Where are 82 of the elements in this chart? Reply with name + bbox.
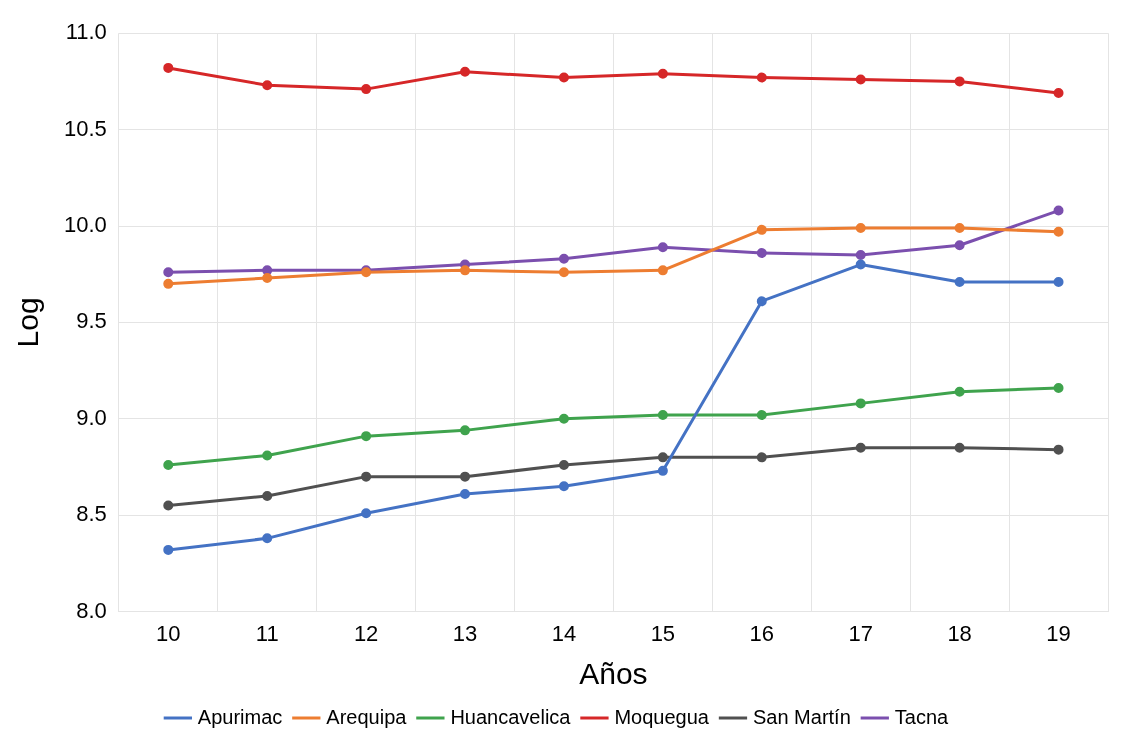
point bbox=[756, 247, 767, 258]
y-tick-label: 8.5 bbox=[76, 501, 107, 527]
point bbox=[460, 265, 471, 276]
y-tick-label: 11.0 bbox=[65, 19, 107, 45]
x-tick-label: 14 bbox=[551, 620, 577, 646]
point bbox=[954, 386, 965, 397]
point bbox=[954, 222, 965, 233]
point bbox=[954, 276, 965, 287]
y-tick-label: 8.0 bbox=[76, 597, 107, 623]
point bbox=[262, 273, 273, 284]
point bbox=[657, 68, 668, 79]
point bbox=[163, 500, 174, 511]
legend-label: Tacna bbox=[894, 705, 950, 728]
point bbox=[1053, 276, 1064, 287]
x-tick-label: 11 bbox=[255, 620, 279, 646]
point bbox=[163, 278, 174, 289]
point bbox=[855, 442, 866, 453]
point bbox=[558, 72, 569, 83]
point bbox=[163, 62, 174, 73]
point bbox=[460, 66, 471, 77]
x-tick-label: 18 bbox=[947, 620, 972, 646]
point bbox=[558, 413, 569, 424]
point bbox=[954, 442, 965, 453]
legend-label: San Martín bbox=[752, 705, 851, 728]
legend-label: Moquegua bbox=[614, 705, 710, 728]
point bbox=[558, 253, 569, 264]
y-tick-label: 9.5 bbox=[76, 308, 107, 334]
point bbox=[855, 398, 866, 409]
point bbox=[558, 481, 569, 492]
point bbox=[954, 240, 965, 251]
point bbox=[954, 76, 965, 87]
point bbox=[262, 533, 273, 544]
y-tick-label: 10.0 bbox=[63, 212, 107, 238]
y-axis-title: Log bbox=[11, 297, 45, 348]
point bbox=[361, 508, 372, 519]
point bbox=[756, 296, 767, 307]
point bbox=[1053, 382, 1064, 393]
x-tick-label: 10 bbox=[156, 620, 181, 646]
point bbox=[855, 259, 866, 270]
x-axis-title: Años bbox=[579, 657, 648, 691]
point bbox=[262, 265, 273, 276]
point bbox=[756, 409, 767, 420]
point bbox=[657, 465, 668, 476]
point bbox=[460, 471, 471, 482]
point bbox=[855, 249, 866, 260]
point bbox=[855, 222, 866, 233]
x-tick-label: 15 bbox=[650, 620, 676, 646]
point bbox=[756, 224, 767, 235]
point bbox=[163, 460, 174, 471]
point bbox=[163, 544, 174, 555]
point bbox=[657, 409, 668, 420]
point bbox=[163, 267, 174, 278]
x-tick-label: 19 bbox=[1046, 620, 1071, 646]
x-tick-label: 17 bbox=[848, 620, 873, 646]
point bbox=[262, 80, 273, 91]
point bbox=[855, 74, 866, 85]
point bbox=[460, 425, 471, 436]
point bbox=[558, 460, 569, 471]
point bbox=[657, 452, 668, 463]
x-tick-label: 16 bbox=[749, 620, 775, 646]
point bbox=[657, 265, 668, 276]
point bbox=[1053, 87, 1064, 98]
y-tick-label: 9.0 bbox=[76, 404, 107, 430]
point bbox=[1053, 205, 1064, 216]
x-tick-label: 13 bbox=[452, 620, 478, 646]
legend-label: Apurimac bbox=[197, 705, 283, 728]
legend-label: Arequipa bbox=[326, 705, 408, 728]
point bbox=[756, 452, 767, 463]
point bbox=[361, 84, 372, 95]
point bbox=[558, 267, 569, 278]
x-tick-label: 12 bbox=[353, 620, 379, 646]
point bbox=[756, 72, 767, 83]
point bbox=[262, 450, 273, 461]
y-tick-label: 10.5 bbox=[63, 115, 107, 141]
legend-label: Huancavelica bbox=[450, 705, 572, 728]
point bbox=[262, 490, 273, 501]
point bbox=[361, 471, 372, 482]
point bbox=[361, 431, 372, 442]
point bbox=[460, 488, 471, 499]
point bbox=[1053, 444, 1064, 455]
point bbox=[1053, 226, 1064, 237]
point bbox=[657, 242, 668, 253]
